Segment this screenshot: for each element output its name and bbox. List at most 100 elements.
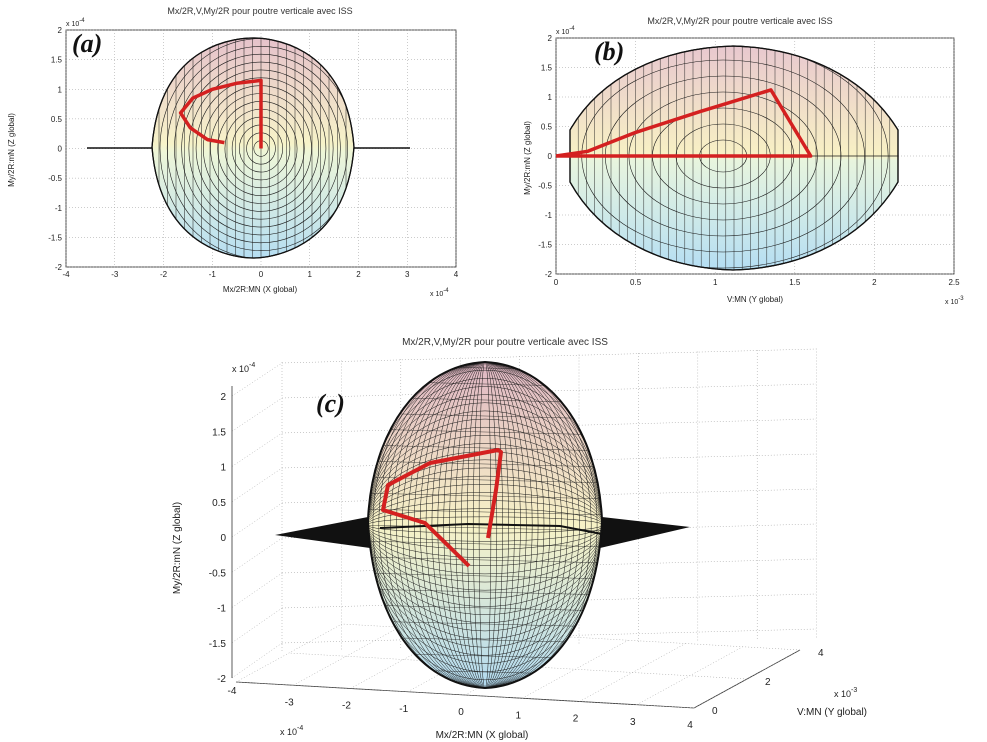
z-tick-label-c: 2: [220, 392, 226, 403]
mesh-ring: [368, 410, 602, 640]
y-exponent-a: x 10-4: [66, 18, 85, 28]
z-exponent-c: x 10-4: [232, 362, 255, 374]
surface-outline-a: [151, 37, 355, 259]
y-tick-label-b: 2: [548, 34, 553, 43]
mesh-parallel: [368, 412, 602, 420]
x-tick-label-c: 2: [573, 714, 579, 725]
x-tick-label-a: 4: [454, 270, 459, 279]
load-path-c: [381, 448, 503, 568]
mesh-ring: [368, 394, 602, 656]
x-tick-label-c: 4: [687, 720, 693, 731]
v-tick-label-c: 0: [712, 706, 718, 717]
x-exponent-c: x 10-4: [280, 725, 303, 737]
mesh-ring: [368, 492, 602, 558]
x-tick-label-b: 0: [554, 278, 559, 287]
mesh-meridian: [384, 362, 586, 688]
mesh-meridian: [396, 362, 574, 688]
mesh-ring: [368, 418, 602, 632]
grid-line-floor: [293, 627, 400, 686]
panel-letter-b: (b): [594, 37, 624, 66]
x-tick-label-c: 3: [630, 717, 636, 728]
mesh-ring: [368, 475, 602, 575]
x-tick-label-a: 0: [259, 270, 264, 279]
y-tick-label-a: -2: [55, 263, 63, 272]
y-tick-label-b: 1: [548, 93, 553, 102]
grid-line-z: [231, 537, 283, 573]
mesh-meridian: [402, 362, 568, 688]
y-tick-label-a: -0.5: [48, 174, 62, 183]
x-tick-label-a: -4: [62, 270, 70, 279]
chart-title-c: Mx/2R,V,My/2R pour poutre verticale avec…: [402, 337, 608, 348]
mesh-parallel: [368, 604, 602, 612]
y-axis-label-b: My/2R:mN (Z global): [523, 121, 532, 195]
mesh-parallel: [368, 556, 602, 564]
mesh-ring: [368, 369, 602, 681]
x-axis-label-b: V:MN (Y global): [727, 295, 783, 304]
mesh-parallel: [368, 508, 602, 516]
y-tick-label-a: 2: [58, 26, 63, 35]
panel-a: Mx/2R,V,My/2R pour poutre verticale avec…: [7, 6, 459, 298]
x-tick-label-a: 1: [308, 270, 313, 279]
mesh-ring: [368, 459, 602, 591]
mesh-ring: [368, 426, 602, 624]
panel-c: Mx/2R,V,My/2R pour poutre verticale avec…: [172, 337, 867, 741]
y-tick-label-a: 0: [58, 145, 63, 154]
mesh-meridian: [372, 362, 598, 688]
y-tick-label-b: 0: [548, 152, 553, 161]
panel-letter-a: (a): [72, 29, 102, 58]
mesh-parallel: [368, 444, 602, 452]
axes-ticks-a: -4 -3 -2 -1 0 1 2 3 4 2 1.5 1 0.5 0 -0.5 -1 -1.5 -2: [48, 26, 459, 279]
mesh-ring: [368, 484, 602, 566]
x-tick-label-c: -3: [285, 697, 294, 708]
y-tick-label-b: -1: [545, 211, 553, 220]
mesh-meridian: [390, 362, 580, 688]
grid-line-z: [231, 572, 283, 608]
y-tick-label-b: -1.5: [538, 241, 552, 250]
mesh-ring: [368, 508, 602, 542]
x-tick-label-a: -3: [111, 270, 119, 279]
v-axis-label-c: V:MN (Y global): [797, 707, 867, 718]
grid-line-z: [231, 397, 283, 432]
mesh-ring: [368, 378, 602, 672]
y-tick-label-a: 1: [58, 85, 63, 94]
x-tick-label-b: 1.5: [789, 278, 801, 287]
panel-b: Mx/2R,V,My/2R pour poutre verticale avec…: [523, 16, 964, 306]
mesh-ring: [368, 435, 602, 615]
z-tick-label-c: -1: [217, 604, 226, 615]
mesh-ring: [368, 500, 602, 550]
mesh-parallel: [368, 540, 602, 548]
x-tick-label-b: 2: [872, 278, 877, 287]
surface-a: [151, 37, 355, 259]
v-tick-label-c: 2: [765, 677, 771, 688]
x-tick-label-a: 3: [405, 270, 410, 279]
x-tick-label-c: 0: [458, 707, 464, 718]
grid-line-floor: [350, 630, 457, 689]
panel-letter-c: (c): [316, 389, 345, 418]
z-tick-label-c: 1: [220, 463, 226, 474]
x-tick-label-a: -1: [209, 270, 217, 279]
grid-line-z: [231, 432, 283, 467]
x-axis-label-c: Mx/2R:MN (X global): [436, 730, 529, 741]
z-tick-label-c: 0: [220, 533, 226, 544]
x-tick-label-b: 1: [713, 278, 718, 287]
mesh-parallel: [368, 572, 602, 580]
x-tick-label-c: 1: [515, 710, 521, 721]
y-tick-label-b: -2: [545, 270, 553, 279]
grid-line-z: [231, 362, 283, 397]
y-tick-label-a: -1: [55, 204, 63, 213]
mesh-meridian: [408, 362, 562, 688]
z-axis-label-c: My/2R:mN (Z global): [172, 502, 183, 594]
v-exponent-c: x 10-3: [834, 687, 857, 699]
z-tick-label-c: 1.5: [212, 427, 226, 438]
x-tick-label-a: -2: [160, 270, 168, 279]
mesh-ring: [368, 467, 602, 583]
x-tick-label-b: 2.5: [948, 278, 960, 287]
grid-line-floor: [522, 640, 629, 699]
mesh-ring: [368, 402, 602, 648]
mesh-parallel: [368, 524, 602, 532]
surface-outline-b: [569, 45, 899, 271]
x-tick-label-c: -4: [228, 686, 237, 697]
y-exponent-b: x 10-4: [556, 26, 575, 36]
